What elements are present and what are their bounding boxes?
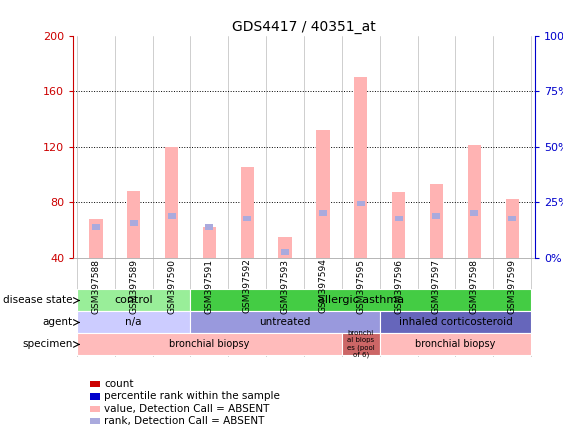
Bar xyxy=(190,289,531,312)
Bar xyxy=(392,192,405,258)
Text: GSM397592: GSM397592 xyxy=(243,258,252,313)
Title: GDS4417 / 40351_at: GDS4417 / 40351_at xyxy=(232,20,376,35)
Text: rank, Detection Call = ABSENT: rank, Detection Call = ABSENT xyxy=(104,416,265,426)
Text: GSM397598: GSM397598 xyxy=(470,258,479,313)
Text: GSM397589: GSM397589 xyxy=(129,258,138,313)
Text: GSM397594: GSM397594 xyxy=(319,258,328,313)
Bar xyxy=(77,333,342,355)
Text: GSM397599: GSM397599 xyxy=(508,258,517,313)
Bar xyxy=(395,216,403,222)
Text: specimen: specimen xyxy=(22,339,73,349)
Bar xyxy=(468,145,481,258)
Text: n/a: n/a xyxy=(126,317,142,328)
Text: untreated: untreated xyxy=(260,317,311,328)
Bar xyxy=(319,210,327,216)
Text: value, Detection Call = ABSENT: value, Detection Call = ABSENT xyxy=(104,404,270,414)
Text: GSM397597: GSM397597 xyxy=(432,258,441,313)
Bar xyxy=(342,333,379,355)
Text: GSM397593: GSM397593 xyxy=(280,258,289,313)
Bar xyxy=(203,227,216,258)
Bar xyxy=(165,147,178,258)
Bar xyxy=(168,213,176,219)
Text: bronchial biopsy: bronchial biopsy xyxy=(415,339,495,349)
Text: allergic asthma: allergic asthma xyxy=(318,295,404,305)
Text: bronchial biopsy: bronchial biopsy xyxy=(169,339,249,349)
Bar xyxy=(77,312,190,333)
Bar xyxy=(281,249,289,255)
Bar xyxy=(354,77,368,258)
Text: control: control xyxy=(114,295,153,305)
Bar xyxy=(240,167,254,258)
Bar xyxy=(190,312,379,333)
Text: agent: agent xyxy=(42,317,73,328)
Bar xyxy=(379,333,531,355)
Text: inhaled corticosteroid: inhaled corticosteroid xyxy=(399,317,512,328)
Bar xyxy=(430,184,443,258)
Bar xyxy=(205,224,213,230)
Text: GSM397596: GSM397596 xyxy=(394,258,403,313)
Bar xyxy=(508,216,516,222)
Text: disease state: disease state xyxy=(3,295,73,305)
Bar xyxy=(379,312,531,333)
Bar xyxy=(90,219,102,258)
Text: GSM397590: GSM397590 xyxy=(167,258,176,313)
Text: GSM397591: GSM397591 xyxy=(205,258,214,313)
Text: count: count xyxy=(104,379,133,389)
Text: bronchi
al biops
es (pool
of 6): bronchi al biops es (pool of 6) xyxy=(347,330,374,358)
Bar xyxy=(432,213,440,219)
Bar xyxy=(279,237,292,258)
Text: GSM397588: GSM397588 xyxy=(91,258,100,313)
Bar xyxy=(77,289,190,312)
Bar xyxy=(357,201,365,206)
Bar xyxy=(316,130,329,258)
Text: percentile rank within the sample: percentile rank within the sample xyxy=(104,392,280,401)
Bar xyxy=(506,199,519,258)
Bar xyxy=(127,191,140,258)
Bar xyxy=(92,224,100,230)
Bar xyxy=(129,220,138,226)
Text: GSM397595: GSM397595 xyxy=(356,258,365,313)
Bar xyxy=(470,210,479,216)
Bar xyxy=(243,216,251,222)
